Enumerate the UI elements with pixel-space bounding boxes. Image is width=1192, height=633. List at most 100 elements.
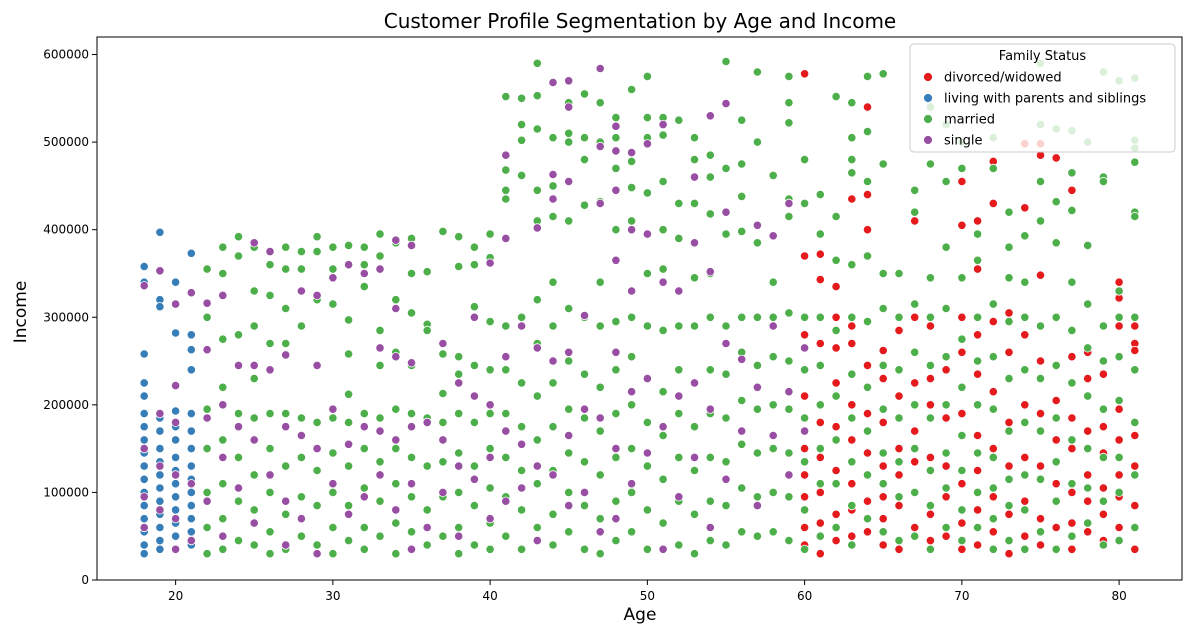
scatter-point <box>171 435 181 445</box>
scatter-point <box>878 417 888 427</box>
scatter-point <box>1114 452 1124 462</box>
scatter-point <box>454 448 464 458</box>
scatter-point <box>1083 343 1093 353</box>
scatter-point <box>1130 500 1140 511</box>
scatter-point <box>611 316 621 327</box>
scatter-point <box>705 209 715 219</box>
scatter-point <box>831 435 841 445</box>
scatter-point <box>626 84 637 95</box>
scatter-point <box>469 417 479 427</box>
scatter-point <box>328 549 338 559</box>
scatter-point <box>1130 321 1140 331</box>
scatter-point <box>312 540 322 550</box>
scatter-point <box>689 549 700 559</box>
scatter-point <box>265 338 275 349</box>
scatter-point <box>642 229 653 239</box>
scatter-point <box>815 338 825 349</box>
scatter-point <box>1083 527 1093 537</box>
scatter-point <box>595 426 605 436</box>
scatter-point <box>894 365 904 375</box>
scatter-point <box>831 465 841 476</box>
scatter-point <box>265 365 275 375</box>
scatter-point <box>186 408 196 419</box>
scatter-point <box>831 479 841 489</box>
scatter-point <box>689 509 700 519</box>
scatter-point <box>202 404 212 414</box>
scatter-point <box>469 474 479 484</box>
scatter-point <box>155 505 165 515</box>
scatter-point <box>579 155 590 165</box>
scatter-point <box>469 312 479 322</box>
scatter-point <box>218 268 228 279</box>
scatter-point <box>674 540 684 550</box>
legend-label: living with parents and siblings <box>944 92 1146 107</box>
scatter-point <box>249 505 259 515</box>
scatter-point <box>674 321 684 331</box>
scatter-point <box>1051 522 1061 533</box>
scatter-point <box>532 124 542 134</box>
scatter-point <box>894 470 904 480</box>
scatter-point <box>155 544 165 554</box>
scatter-point <box>249 413 259 423</box>
scatter-point <box>139 408 149 419</box>
scatter-point <box>847 457 857 467</box>
scatter-point <box>799 312 810 322</box>
scatter-point <box>139 492 149 502</box>
scatter-point <box>296 452 306 462</box>
y-tick-label: 600000 <box>43 48 89 62</box>
scatter-point <box>847 260 857 270</box>
scatter-point <box>972 540 983 550</box>
scatter-point <box>516 321 527 331</box>
scatter-point <box>910 207 920 217</box>
scatter-point <box>1035 474 1046 484</box>
scatter-point <box>941 176 951 187</box>
scatter-point <box>831 391 841 401</box>
scatter-point <box>328 273 338 283</box>
scatter-point <box>532 461 542 471</box>
scatter-point <box>1067 352 1077 362</box>
scatter-point <box>1035 540 1046 550</box>
series-single <box>139 63 810 559</box>
scatter-point <box>910 378 920 388</box>
scatter-point <box>815 443 825 454</box>
scatter-point <box>784 98 794 108</box>
scatter-point <box>155 408 165 419</box>
scatter-point <box>359 492 369 502</box>
scatter-point <box>343 535 354 546</box>
scatter-point <box>1051 435 1061 445</box>
scatter-point <box>218 531 228 541</box>
scatter-point <box>799 343 810 353</box>
scatter-point <box>1035 216 1046 226</box>
scatter-point <box>516 170 527 180</box>
scatter-point <box>752 448 763 458</box>
scatter-point <box>1020 231 1030 241</box>
scatter-point <box>611 347 621 357</box>
scatter-point <box>375 343 385 353</box>
scatter-point <box>910 299 920 309</box>
scatter-point <box>1051 312 1061 322</box>
scatter-point <box>862 448 873 458</box>
scatter-point <box>155 483 165 493</box>
scatter-point <box>218 334 228 344</box>
scatter-point <box>721 229 731 239</box>
scatter-point <box>218 544 228 554</box>
scatter-point <box>626 216 637 226</box>
scatter-point <box>957 465 967 476</box>
scatter-point <box>941 461 951 471</box>
scatter-point <box>438 457 448 467</box>
scatter-point <box>595 63 605 74</box>
scatter-point <box>1083 496 1093 506</box>
scatter-point <box>454 369 464 379</box>
scatter-point <box>1083 483 1093 493</box>
scatter-point <box>375 251 385 261</box>
scatter-point <box>626 479 637 489</box>
scatter-point <box>501 352 511 362</box>
scatter-point <box>485 452 495 462</box>
scatter-point <box>233 483 244 493</box>
scatter-point <box>202 298 212 308</box>
scatter-point <box>171 277 181 287</box>
scatter-point <box>752 360 763 370</box>
scatter-point <box>799 522 810 533</box>
scatter-point <box>564 102 574 112</box>
